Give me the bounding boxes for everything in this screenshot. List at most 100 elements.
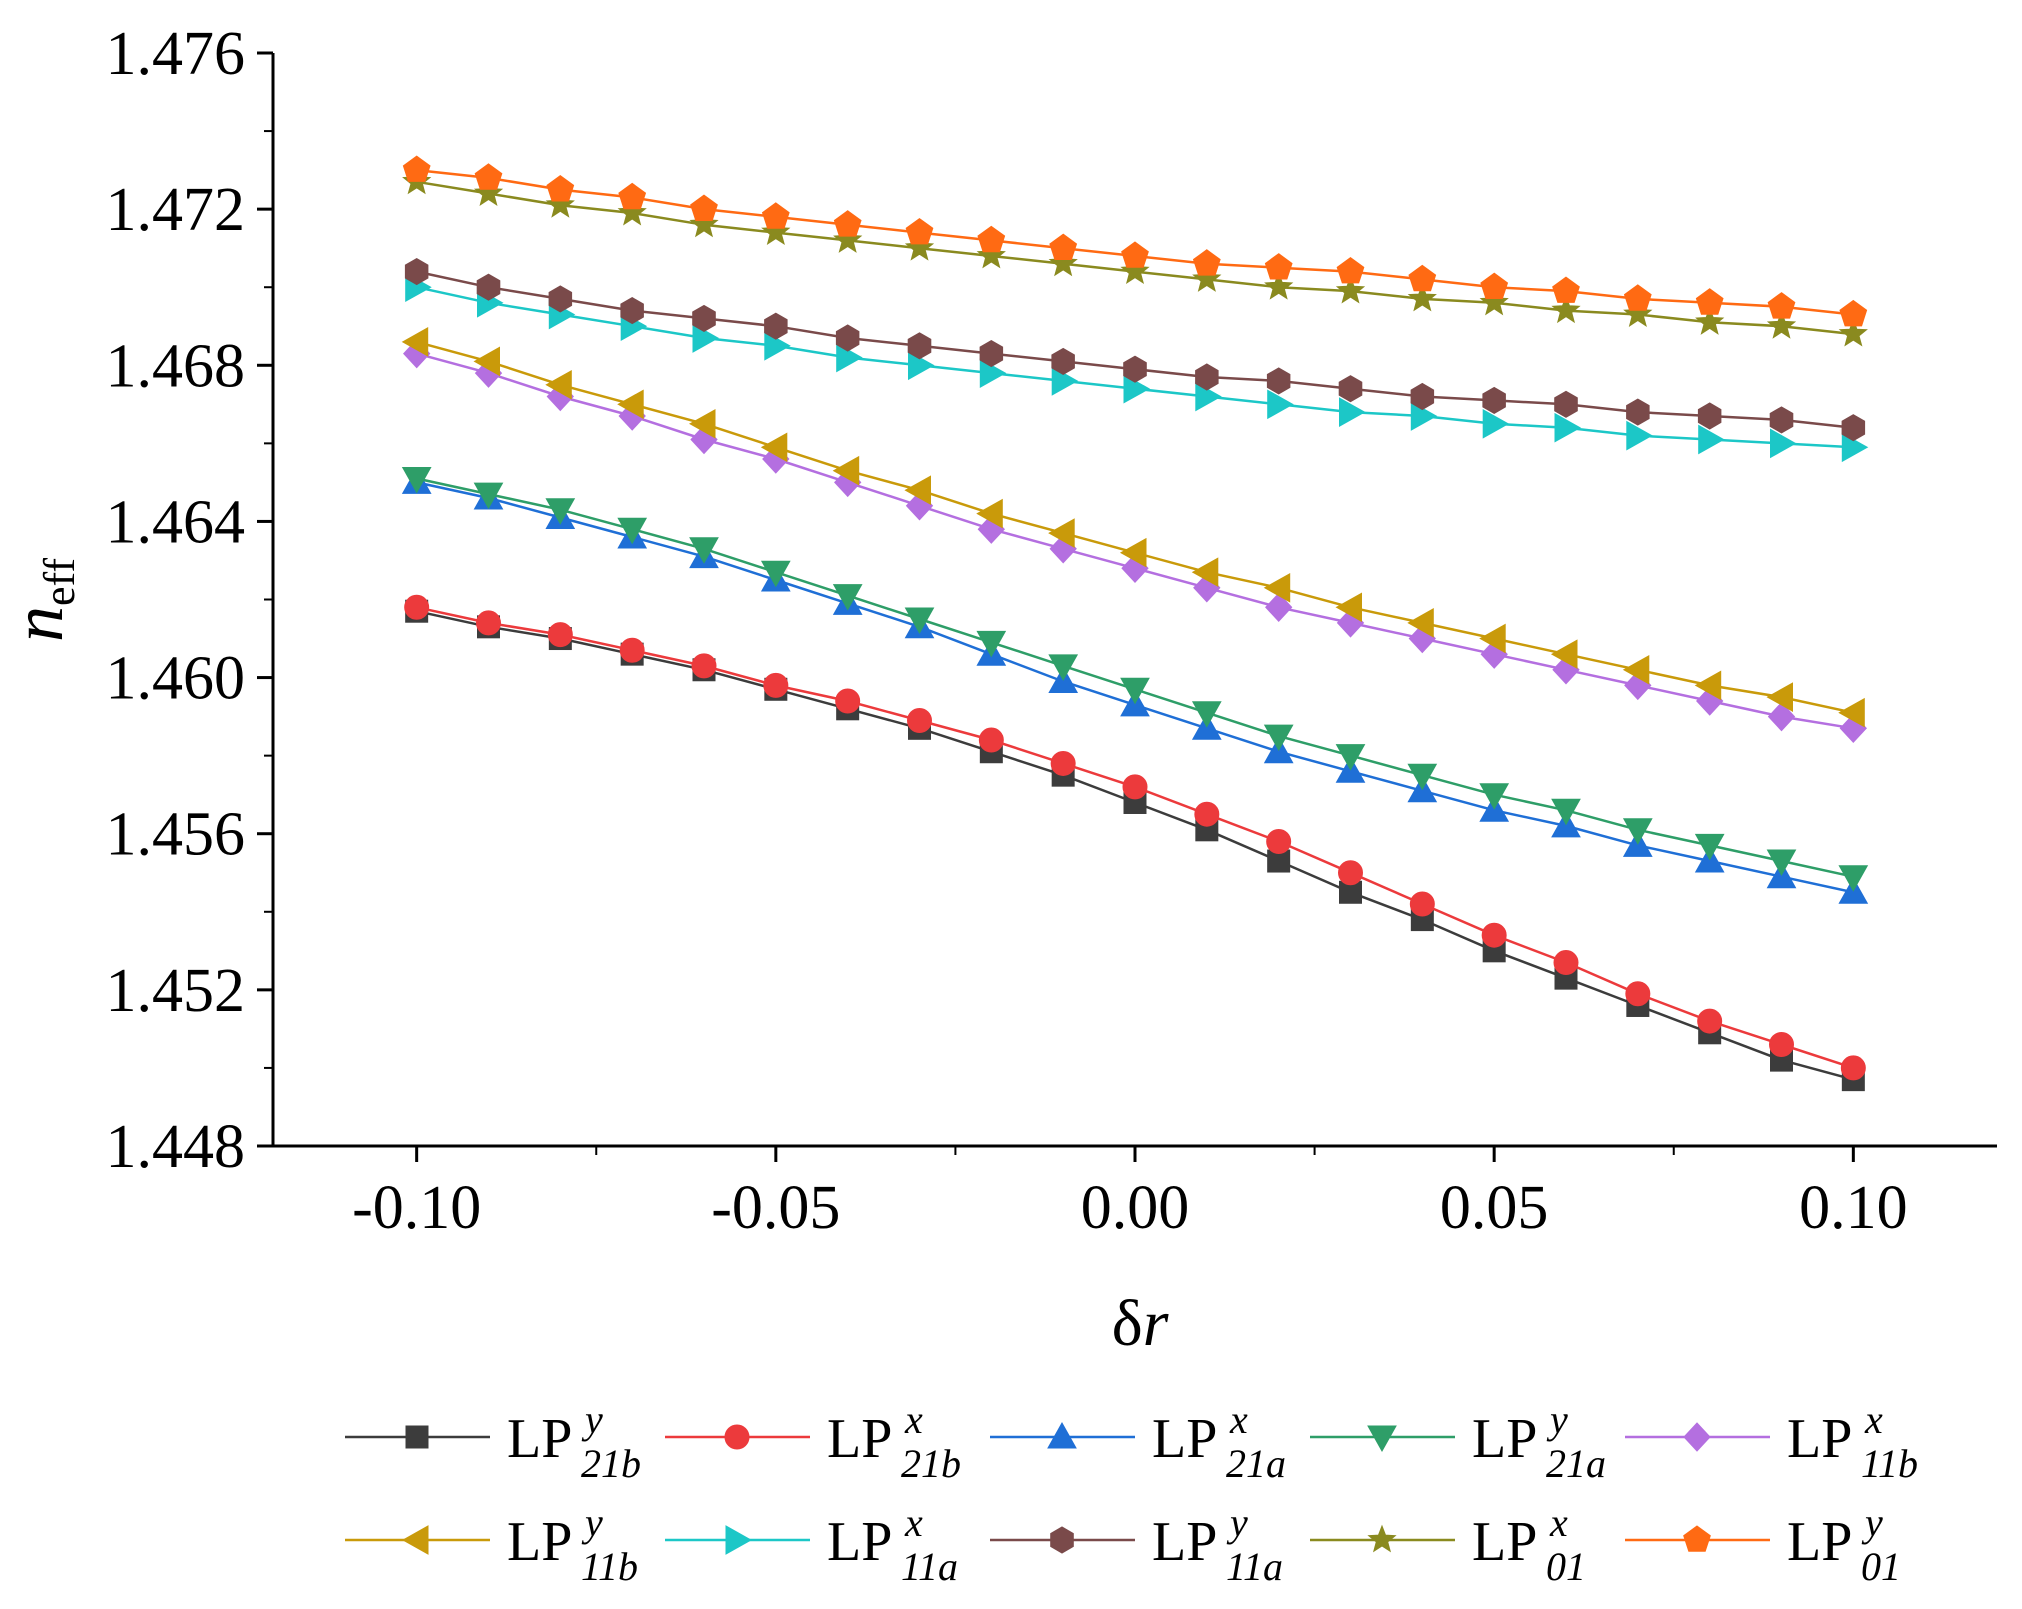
data-point — [1622, 654, 1650, 685]
data-point — [1482, 386, 1506, 414]
data-point — [1264, 253, 1293, 280]
data-point — [763, 672, 789, 698]
data-point — [1194, 801, 1220, 827]
legend-label: LP — [1152, 1408, 1217, 1470]
data-point — [1694, 833, 1725, 861]
legend-swatch-marker — [1050, 1526, 1074, 1554]
data-point — [690, 194, 718, 221]
data-point — [402, 155, 431, 182]
data-point — [1841, 414, 1866, 442]
data-point — [689, 537, 719, 564]
data-point — [617, 389, 644, 420]
data-point — [548, 285, 573, 313]
data-point — [761, 217, 791, 246]
legend-label-sub: 01 — [1861, 1544, 1901, 1589]
data-point — [1195, 363, 1219, 391]
data-point — [1623, 299, 1653, 328]
data-point — [1840, 1055, 1866, 1081]
series-lp11b-x — [403, 338, 1867, 744]
data-point — [476, 273, 501, 301]
legend-swatch-marker — [725, 1525, 753, 1555]
data-point — [1266, 367, 1291, 395]
y-tick-label: 1.452 — [106, 957, 246, 1025]
data-point — [1695, 306, 1725, 335]
data-point — [546, 174, 575, 202]
legend-label-sub: 11b — [581, 1544, 638, 1589]
data-point — [1049, 233, 1078, 260]
y-tick-label: 1.472 — [106, 176, 246, 244]
data-point — [1050, 750, 1076, 776]
data-point — [620, 297, 644, 325]
legend-label-sup: x — [1864, 1397, 1883, 1442]
data-point — [1626, 420, 1653, 451]
data-point — [1694, 670, 1722, 701]
legend-label-sup: y — [1546, 1397, 1568, 1442]
data-point — [1122, 774, 1148, 800]
axes: -0.10 -0.05 0.00 0.05 0.10 1.4481.4521.4561.… — [106, 20, 1997, 1242]
data-point — [1335, 275, 1366, 304]
x-tick-label: -0.10 — [352, 1174, 481, 1242]
legend-label: LP — [827, 1408, 892, 1470]
x-axis-label-italic: r — [1143, 1287, 1169, 1360]
legend-label-sub: 11a — [1226, 1544, 1283, 1589]
legend-label-sup: y — [1861, 1500, 1883, 1545]
data-point — [1697, 402, 1722, 430]
data-point — [1480, 272, 1509, 299]
data-point — [1838, 697, 1865, 728]
legend-label: LP — [1472, 1511, 1537, 1573]
data-point — [764, 312, 788, 340]
data-point — [904, 607, 935, 635]
data-point — [1551, 295, 1581, 324]
y-tick-label: 1.464 — [106, 488, 246, 556]
data-point — [1766, 849, 1797, 877]
series-lp01-x — [402, 166, 1868, 347]
legend-swatch-marker — [405, 1425, 429, 1449]
data-point — [904, 475, 931, 506]
data-point — [978, 727, 1004, 753]
legend-swatch-marker — [1367, 1524, 1397, 1553]
data-point — [1625, 981, 1651, 1007]
data-point — [476, 610, 501, 636]
y-axis-label: neff — [0, 558, 84, 642]
data-point — [473, 178, 504, 207]
legend-label: LP — [507, 1511, 572, 1573]
data-point — [545, 189, 575, 218]
x-tick-label: 0.00 — [1081, 1174, 1190, 1242]
data-point — [832, 584, 863, 611]
data-point — [907, 332, 932, 360]
x-tick-label: 0.05 — [1440, 1174, 1549, 1242]
data-point — [1267, 389, 1294, 420]
legend-label: LP — [1152, 1511, 1217, 1573]
legend-label-sub: 21a — [1546, 1441, 1606, 1486]
series-lp21b-x — [404, 594, 1866, 1081]
data-point — [547, 622, 573, 648]
data-point — [691, 653, 717, 679]
y-tick-label: 1.456 — [106, 801, 246, 869]
legend-item: LP y01 — [1625, 1500, 1901, 1589]
data-point — [689, 209, 719, 238]
data-point — [401, 327, 429, 357]
data-point — [1407, 283, 1437, 312]
data-point — [1550, 639, 1578, 670]
data-point — [1119, 537, 1147, 568]
data-point — [545, 369, 572, 400]
x-tick-label: -0.05 — [711, 1174, 840, 1242]
data-point — [692, 304, 716, 332]
data-point — [473, 482, 504, 510]
legend-label-sub: 11a — [901, 1544, 958, 1589]
data-point — [907, 708, 932, 734]
data-point — [1838, 318, 1868, 347]
data-point — [1769, 406, 1794, 434]
data-point — [1192, 249, 1221, 276]
data-point — [1409, 891, 1435, 917]
data-point — [1767, 292, 1796, 319]
data-point — [760, 560, 791, 588]
data-point — [1407, 608, 1434, 638]
data-point — [1554, 390, 1578, 418]
data-point — [977, 225, 1006, 253]
data-point — [1766, 310, 1797, 339]
